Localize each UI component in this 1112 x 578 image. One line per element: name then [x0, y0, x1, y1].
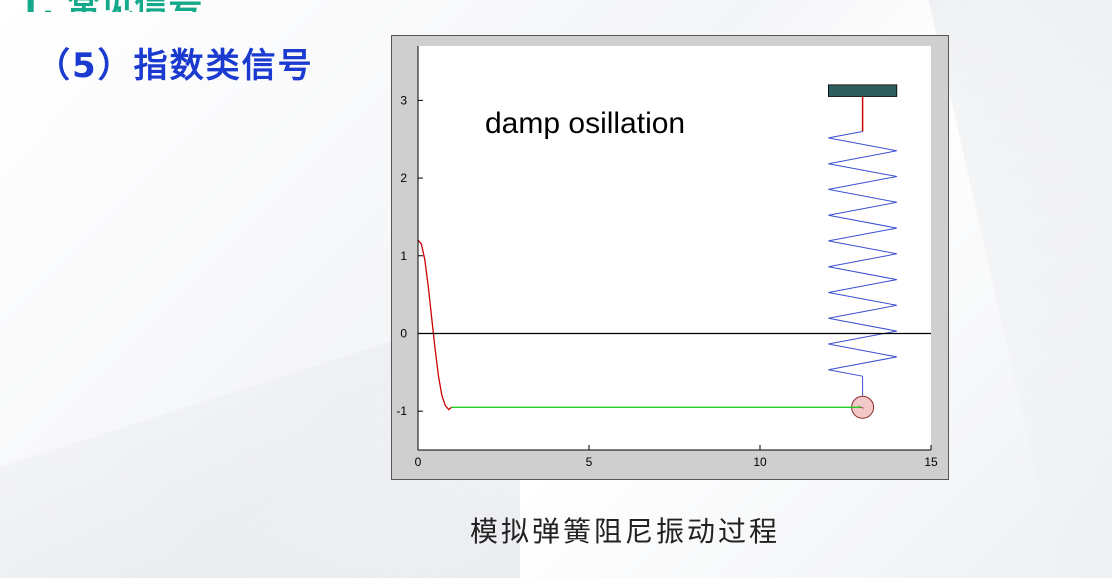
- y-tick-label: 0: [400, 326, 407, 340]
- spring-mount: [828, 85, 896, 97]
- y-tick-label: 3: [400, 93, 407, 107]
- figure-caption: 模拟弹簧阻尼振动过程: [470, 510, 780, 550]
- previous-heading-text: 1. 常见信号: [18, 0, 202, 12]
- section-heading: （5）指数类信号: [36, 38, 314, 87]
- y-tick-label: -1: [396, 404, 407, 418]
- x-tick-label: 10: [753, 455, 767, 469]
- x-tick-label: 0: [415, 455, 422, 469]
- x-tick-label: 15: [924, 455, 938, 469]
- damp-oscillation-chart: 0 5 10 15 -1 0 1 2 3 damp osillation: [391, 35, 949, 480]
- y-tick-label: 2: [400, 171, 407, 185]
- y-tick-label: 1: [400, 249, 407, 263]
- chart-title: damp osillation: [485, 107, 685, 140]
- previous-heading-fragment: 1. 常见信号: [0, 0, 300, 12]
- x-tick-label: 5: [586, 455, 593, 469]
